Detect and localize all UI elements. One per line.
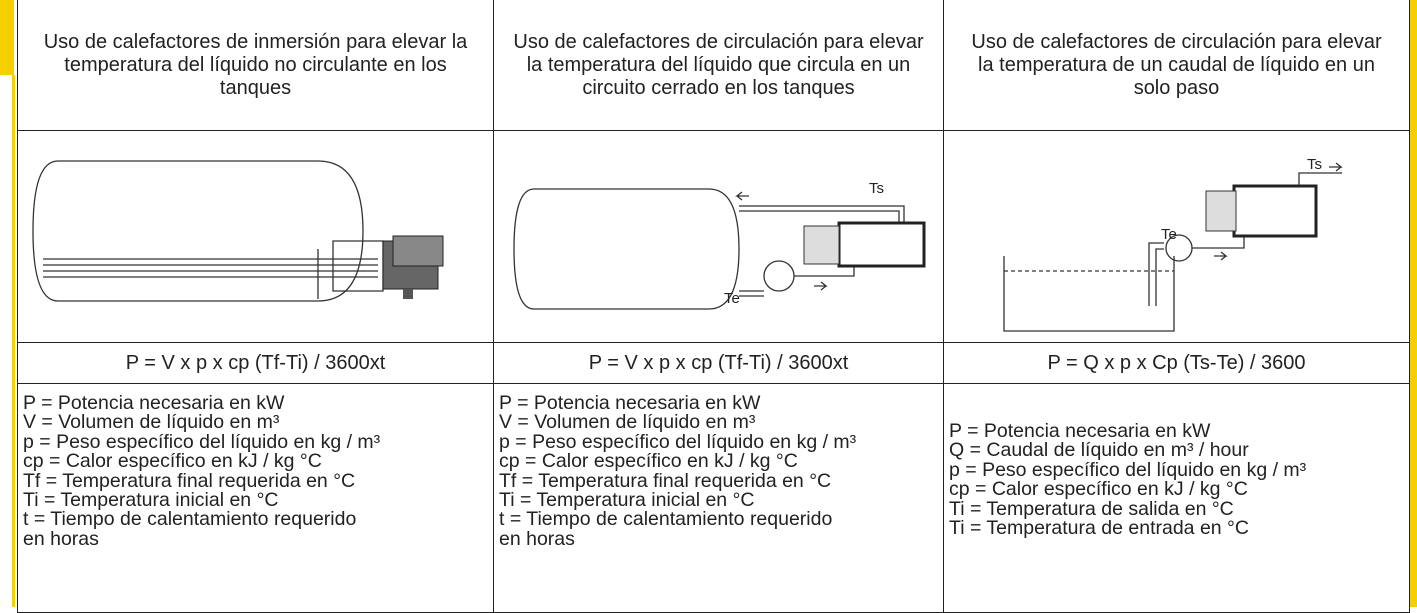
definition-line: t = Tiempo de calentamiento requerido [499,508,833,531]
diagram-cell [17,130,494,343]
definition-line: Ti = Temperatura inicial en °C [23,489,279,512]
definition-line: V = Volumen de líquido en m³ [23,411,280,434]
yellow-tab [0,0,14,75]
definition-line: Ti = Temperatura de entrada en °C [949,517,1249,540]
flow-arrows [1214,162,1343,261]
tank [513,188,740,310]
heater-rods [43,258,378,278]
definition-line: Tf = Temperatura final requerida en °C [23,469,356,492]
definition-line: P = Potencia necesaria en kW [949,420,1211,442]
outlet-pipe [739,205,905,223]
gland [403,289,413,299]
yellow-edge [1410,0,1417,607]
heater [1232,184,1318,238]
header-text: Uso de calefactores de circulación para … [971,30,1382,99]
header-cell: Uso de calefactores de circulación para … [493,0,944,131]
definition-line: en horas [499,527,575,550]
definition-line: cp = Calor específico en kJ / kg °C [499,450,798,473]
formula-cell: P = V x p x cp (Tf-Ti) / 3600xt [17,342,494,384]
definition-line: Q = Caudal de líquido en m³ / hour [949,439,1249,462]
diagram-cell: Te Ts [943,130,1410,343]
definitions-cell: P = Potencia necesaria en kW V = Volumen … [17,383,494,613]
flow-arrows [735,191,828,291]
definitions-cell: P = Potencia necesaria en kW V = Volumen … [493,383,944,613]
formula: P = V x p x cp (Tf-Ti) / 3600xt [588,351,849,374]
formula-cell: P = V x p x cp (Tf-Ti) / 3600xt [493,342,944,384]
definition-line: P = Potencia necesaria en kW [23,392,285,414]
outlet-label: Ts [869,180,884,197]
definition-line: p = Peso específico del líquido en kg / … [499,430,857,453]
heater-cover [392,235,444,267]
yellow-edge [12,75,15,607]
definition-line: cp = Calor específico en kJ / kg °C [949,478,1248,501]
definition-line: p = Peso específico del líquido en kg / … [23,430,381,453]
definition-line: Tf = Temperatura final requerida en °C [499,469,832,492]
heater-head [803,225,840,265]
flange [317,240,384,299]
heater [837,221,926,268]
inlet-label: Te [724,290,740,307]
definition-line: Ti = Temperatura de salida en °C [949,497,1234,520]
header-text: Uso de calefactores de inmersión para el… [43,30,468,99]
inlet-pipe [739,259,855,297]
formula: P = V x p x cp (Tf-Ti) / 3600xt [125,351,386,374]
definition-line: t = Tiempo de calentamiento requerido [23,508,357,531]
header-text: Uso de calefactores de circulación para … [513,30,924,99]
tank [32,160,364,302]
definition-line: V = Volumen de líquido en m³ [499,411,756,434]
heater-head [1205,190,1237,232]
header-cell: Uso de calefactores de circulación para … [943,0,1410,131]
definition-line: P = Potencia necesaria en kW [499,392,761,414]
diagram-cell: Ts Te [493,130,944,343]
header-cell: Uso de calefactores de inmersión para el… [17,0,494,131]
inlet-pipe [1192,236,1245,249]
outlet-label: Ts [1307,156,1322,173]
outlet-pipe [1298,172,1342,186]
formula: P = Q x p x Cp (Ts-Te) / 3600 [1047,351,1306,374]
circulation-diagram: Ts Te [513,180,926,310]
definitions-cell: P = Potencia necesaria en kW Q = Caudal d… [943,383,1410,613]
inlet-label: Te [1161,226,1177,243]
basin [1003,256,1175,332]
definition-line: en horas [23,527,99,550]
pump [763,260,795,292]
single-pass-diagram: Te Ts [1003,156,1343,332]
definition-line: cp = Calor específico en kJ / kg °C [23,450,322,473]
definition-line: Ti = Temperatura inicial en °C [499,489,755,512]
suction-pipe [1148,242,1164,306]
formula-cell: P = Q x p x Cp (Ts-Te) / 3600 [943,342,1410,384]
definition-line: p = Peso específico del líquido en kg / … [949,458,1307,481]
immersion-diagram [32,160,444,302]
